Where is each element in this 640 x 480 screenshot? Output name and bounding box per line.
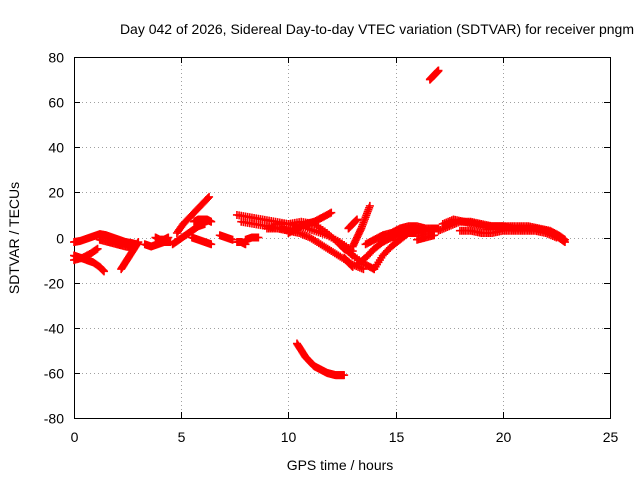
data-point [204,194,212,203]
data-segment [348,201,374,251]
data-segment [187,233,216,249]
data-point [100,267,109,276]
x-tick-label: 10 [281,429,297,445]
data-segment [387,222,443,237]
x-axis-title: GPS time / hours [287,457,394,473]
data-segment [455,226,561,242]
y-tick-label: 0 [56,231,64,247]
data-segment [344,215,362,233]
data-point [552,233,561,242]
x-tick-label: 15 [389,429,405,445]
data-segment [284,208,336,237]
data-point [353,215,362,224]
data-point [164,233,173,242]
data-point [560,235,569,244]
y-tick-label: 80 [48,50,64,66]
data-point [430,231,439,240]
x-tick-label: 20 [496,429,512,445]
y-tick-label: -40 [44,321,64,337]
data-segment [425,66,443,84]
data-points [70,66,569,380]
data-segment [335,240,357,260]
x-tick-label: 5 [178,429,186,445]
data-point [348,251,357,260]
data-point [134,238,143,247]
data-segment [70,244,102,265]
chart-title: Day 042 of 2026, Sidereal Day-to-day VTE… [120,21,634,37]
data-segment [438,215,569,244]
y-tick-labels: -80 -60 -40 -20 0 20 40 60 80 [44,50,64,427]
data-point [434,66,443,75]
y-axis-title: SDTVAR / TECUs [6,182,22,294]
data-point [207,217,216,226]
data-segment [292,339,349,380]
y-tick-label: 40 [48,140,64,156]
data-point [93,244,102,253]
data-segment [117,238,143,274]
data-point [365,201,374,210]
data-segment [340,253,357,271]
data-segment [241,233,263,244]
data-segment [172,192,214,237]
data-segment [370,224,422,274]
data-segment [215,231,237,244]
data-point [340,371,349,380]
data-segment [190,215,216,226]
y-tick-label: -80 [44,411,64,427]
x-tick-labels: 0 5 10 15 20 25 [71,429,619,445]
data-point [327,208,336,217]
data-point [205,192,214,201]
data-segment [413,231,439,244]
x-tick-label: 25 [603,429,619,445]
data-point [348,262,357,271]
y-tick-label: -60 [44,366,64,382]
data-point [228,235,237,244]
x-tick-label: 0 [71,429,79,445]
y-tick-label: 20 [48,185,64,201]
y-tick-label: 60 [48,95,64,111]
y-tick-label: -20 [44,276,64,292]
data-point [254,233,263,242]
data-segment [151,233,173,244]
axis-ticks [74,57,611,419]
data-segment [232,238,250,249]
data-point [207,240,216,249]
